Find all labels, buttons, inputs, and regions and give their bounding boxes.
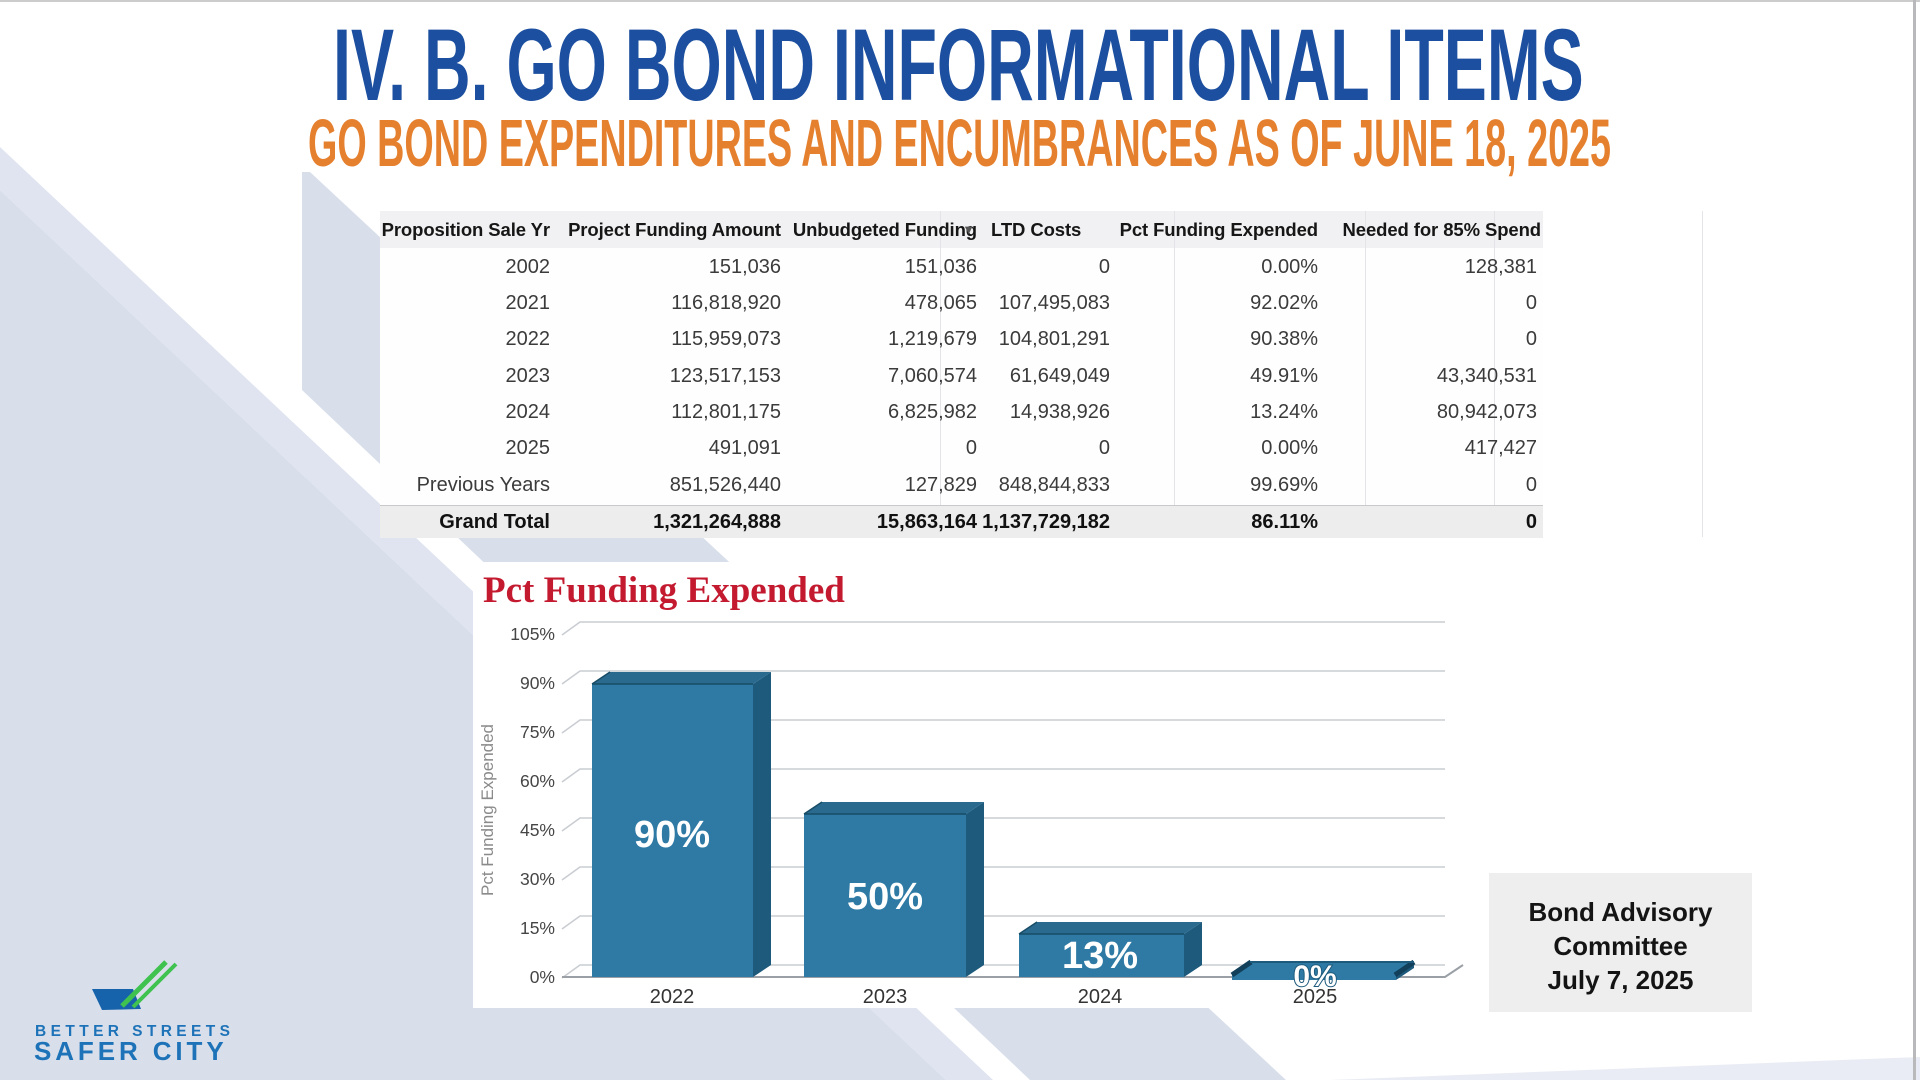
- svg-text:2022: 2022: [650, 986, 695, 1008]
- svg-text:13%: 13%: [1062, 935, 1138, 977]
- svg-text:SAFER CITY: SAFER CITY: [34, 1036, 228, 1066]
- svg-text:90%: 90%: [634, 814, 710, 856]
- svg-text:BETTER STREETS: BETTER STREETS: [35, 1023, 234, 1040]
- svg-text:2023: 2023: [863, 986, 908, 1008]
- svg-text:15%: 15%: [520, 918, 555, 938]
- svg-text:2024: 2024: [1078, 986, 1123, 1008]
- svg-text:Pct Funding Expended: Pct Funding Expended: [483, 570, 845, 611]
- svg-text:2025: 2025: [1293, 986, 1338, 1008]
- svg-text:45%: 45%: [520, 820, 555, 840]
- svg-text:Pct Funding Expended: Pct Funding Expended: [478, 724, 497, 896]
- svg-text:30%: 30%: [520, 869, 555, 889]
- svg-text:75%: 75%: [520, 722, 555, 742]
- svg-text:0%: 0%: [530, 967, 555, 987]
- svg-text:0%: 0%: [1293, 960, 1336, 993]
- svg-text:105%: 105%: [510, 624, 555, 644]
- svg-text:50%: 50%: [847, 876, 923, 918]
- svg-text:60%: 60%: [520, 771, 555, 791]
- svg-text:90%: 90%: [520, 673, 555, 693]
